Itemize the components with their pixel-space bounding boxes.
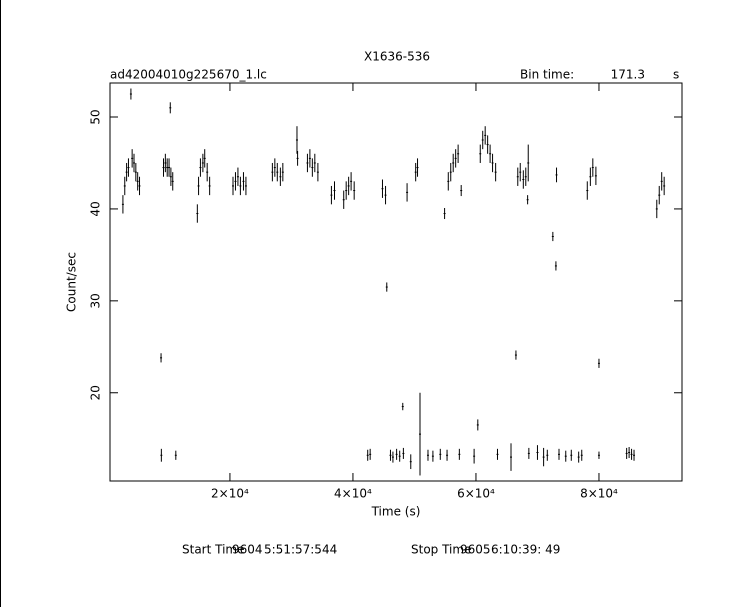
plot-frame [109, 82, 683, 482]
x-tick-label: 6×10⁴ [457, 487, 495, 501]
stop-day: 9605 [460, 543, 491, 557]
y-axis-label: Count/sec [65, 252, 79, 312]
chart-title: X1636-536 [364, 50, 430, 64]
stop-label: Stop Time [411, 543, 471, 557]
y-tick-label: 30 [89, 293, 103, 308]
x-tick-label: 2×10⁴ [211, 487, 249, 501]
bin-time-label: Bin time: [520, 68, 574, 82]
start-label: Start Time [182, 543, 245, 557]
start-day: 9604 [232, 543, 263, 557]
bin-time-unit: s [673, 68, 679, 82]
x-axis-label: Time (s) [371, 505, 421, 519]
start-time: 5:51:57:544 [264, 543, 337, 557]
stop-time: 6:10:39: 49 [491, 543, 560, 557]
bin-time: 171.3 [611, 68, 645, 82]
x-tick-label: 4×10⁴ [334, 487, 372, 501]
y-tick-label: 50 [89, 109, 103, 124]
x-tick-label: 8×10⁴ [580, 487, 618, 501]
file-name: ad42004010g225670_1.lc [110, 68, 267, 82]
y-tick-label: 20 [89, 385, 103, 400]
y-tick-label: 40 [89, 201, 103, 216]
